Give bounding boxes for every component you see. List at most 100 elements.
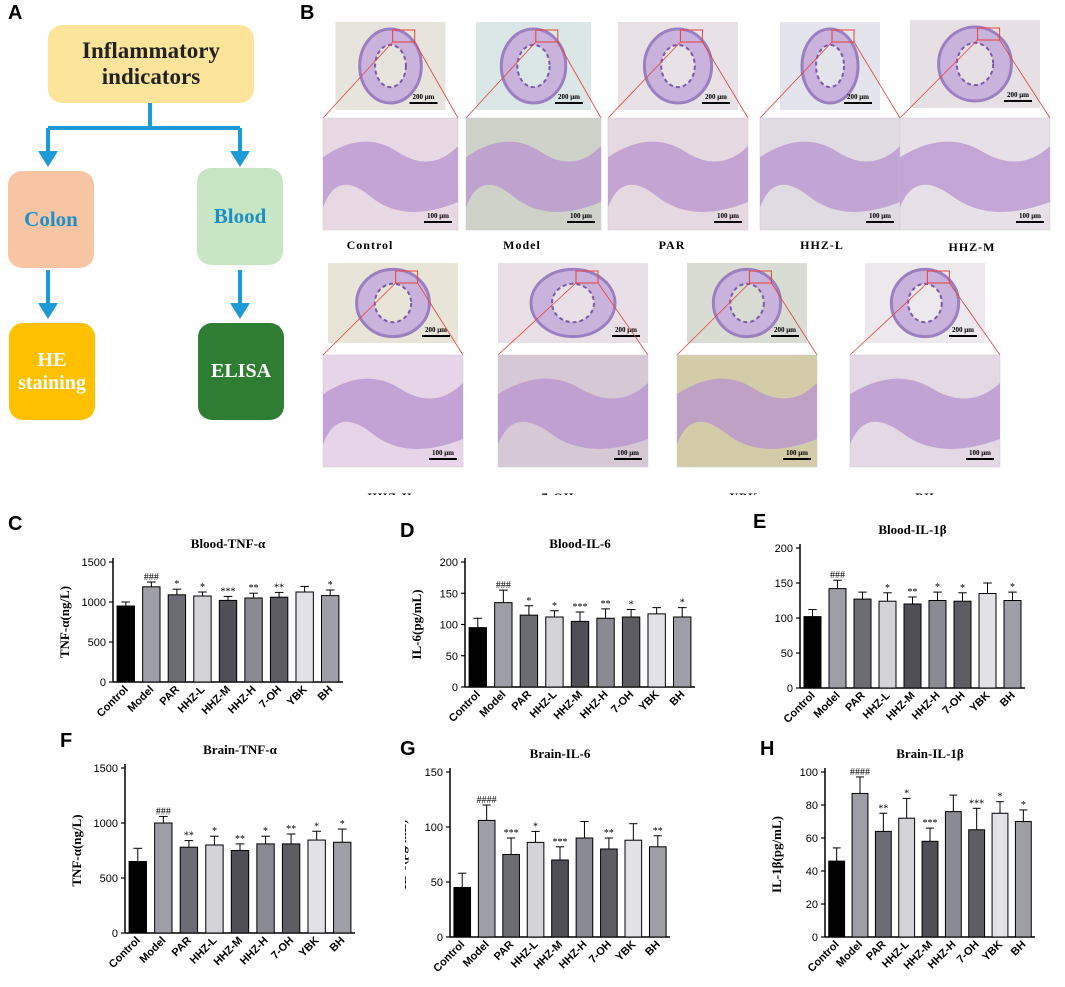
x-tick-label: Model — [834, 939, 865, 970]
bar — [295, 591, 314, 683]
bar — [648, 846, 667, 938]
zoom-line-right — [414, 41, 459, 119]
bar — [142, 586, 161, 683]
y-tick-label: 1500 — [94, 763, 118, 775]
mucosa-tissue — [760, 141, 900, 212]
significance-label: ** — [235, 834, 245, 845]
flow-box-he-staining: HE staining — [9, 323, 95, 420]
bar — [575, 837, 594, 938]
significance-label: * — [629, 600, 634, 611]
significance-label: ### — [144, 572, 159, 583]
scale-label-bottom: 100 μm — [969, 449, 991, 457]
y-tick-label: 150 — [425, 767, 443, 779]
scale-label-top: 200 μm — [705, 93, 727, 101]
colon-lumen — [516, 43, 551, 89]
y-axis-label: IL-6(pg/mL) — [405, 819, 409, 889]
significance-label: #### — [850, 767, 870, 778]
y-tick-label: 0 — [100, 677, 106, 689]
bar — [218, 599, 238, 683]
significance-label: * — [314, 821, 319, 832]
scale-label-bottom: 100 μm — [1019, 212, 1041, 220]
zoom-line-right — [597, 282, 649, 356]
bar — [333, 841, 352, 934]
y-tick-label: 1000 — [82, 597, 106, 609]
x-tick-label: HHZ-H — [557, 939, 590, 972]
significance-label: ** — [878, 803, 888, 814]
bar — [193, 595, 212, 683]
significance-label: * — [212, 826, 217, 837]
significance-label: * — [904, 788, 909, 799]
y-tick-label: 20 — [806, 899, 818, 911]
mucosa-tissue — [900, 141, 1050, 212]
chart-brain-tnf-alpha: Brain-TNF-α TNF-α(ng/L) 0 500 1000 1500 Contro… — [69, 742, 355, 971]
bar — [453, 887, 472, 938]
x-tick-label: BH — [1009, 939, 1029, 959]
y-tick-label: 50 — [446, 651, 458, 663]
chart-blood-il-6: Blood-IL-6 IL-6(pg/mL) 0 50 100 150 200 Control… — [409, 536, 695, 725]
bar — [600, 848, 618, 938]
x-tick-label: Control — [431, 939, 467, 975]
x-tick-label: HHZ-M — [552, 689, 586, 723]
bar — [803, 616, 822, 689]
zoom-line-right — [949, 282, 1001, 356]
y-tick-label: 100 — [425, 822, 443, 834]
flow-box-inflammatory-indicators-text: Inflammatory indicators — [82, 37, 220, 89]
scale-label-top: 200 μm — [558, 93, 580, 101]
bar — [307, 839, 326, 934]
x-tick-label: HHZ-M — [200, 684, 234, 718]
x-tick-label: 7-OH — [269, 935, 296, 962]
x-tick-label: HHZ-M — [212, 935, 246, 969]
significance-label: *** — [553, 837, 568, 848]
histology-group-label: 7-OH — [542, 490, 575, 495]
mucosa-tissue — [498, 378, 648, 449]
x-tick-label: Model — [461, 939, 492, 970]
chart-blood-il-1beta: Blood-IL-1βIL-1β(pg/mL)050100150200Contr… — [775, 522, 1025, 726]
zoom-line-left — [322, 282, 396, 356]
significance-label: *** — [969, 798, 984, 809]
x-tick-label: HHZ-H — [910, 690, 943, 723]
x-tick-label: Model — [137, 935, 168, 966]
significance-label: ### — [496, 580, 511, 591]
flow-box-blood-text: Blood — [213, 204, 267, 229]
y-tick-label: 50 — [431, 877, 443, 889]
zoom-line-left — [849, 282, 928, 356]
x-tick-label: BH — [316, 684, 336, 704]
mucosa-tissue — [850, 378, 1000, 449]
y-tick-label: 150 — [775, 578, 793, 590]
flow-box-he-staining-text: HE staining — [18, 348, 86, 394]
bar — [468, 627, 487, 688]
significance-label: * — [1010, 582, 1015, 593]
bar — [851, 792, 869, 938]
significance-label: * — [885, 583, 890, 594]
y-tick-label: 0 — [787, 683, 793, 695]
histology-group-label: BH — [915, 490, 934, 495]
bar — [526, 841, 545, 938]
y-axis-label: TNF-α(ng/L) — [57, 586, 72, 658]
significance-label: * — [552, 601, 557, 612]
x-tick-label: YBK — [980, 939, 1005, 964]
scale-label-top: 200 μm — [952, 326, 974, 334]
bar — [874, 830, 892, 938]
significance-label: * — [340, 819, 345, 830]
colon-lumen — [660, 43, 696, 89]
bar — [624, 839, 643, 938]
bar — [978, 593, 997, 689]
chart-title: Blood-IL-6 — [549, 536, 611, 551]
scale-label-top: 200 μm — [615, 326, 637, 334]
bar — [519, 614, 539, 688]
bar — [256, 843, 275, 934]
chart-title: Blood-TNF-α — [191, 536, 266, 551]
bar — [903, 603, 922, 689]
panel-label-f: F — [60, 730, 73, 752]
x-tick-label: 7-OH — [955, 939, 982, 966]
flow-arrows — [38, 102, 250, 319]
x-tick-label: Control — [107, 935, 143, 971]
y-tick-label: 50 — [781, 648, 793, 660]
bar — [128, 861, 147, 934]
scale-label-bottom: 100 μm — [570, 212, 592, 220]
y-tick-label: 60 — [806, 833, 818, 845]
zoom-line-left — [465, 41, 537, 119]
histology-group-label: HHZ-L — [800, 238, 844, 252]
x-tick-label: 7-OH — [609, 689, 636, 716]
zoom-line-left — [899, 39, 978, 119]
